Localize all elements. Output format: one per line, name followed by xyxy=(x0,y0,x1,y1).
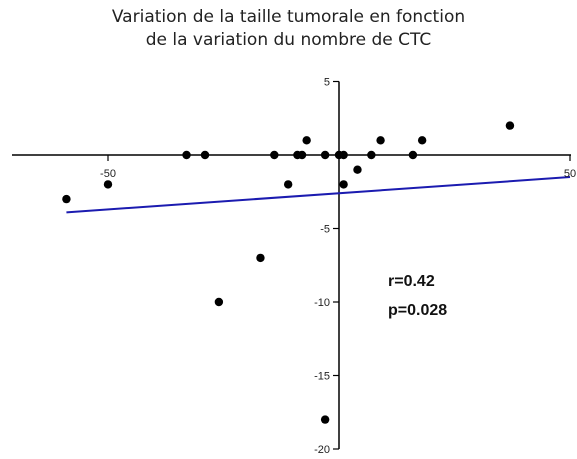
x-tick-label: 50 xyxy=(564,168,576,180)
y-tick-label: -15 xyxy=(314,371,330,383)
chart-title: Variation de la taille tumorale en fonct… xyxy=(0,6,577,52)
data-point xyxy=(376,136,385,145)
regression-line-group xyxy=(66,176,571,214)
data-point xyxy=(339,150,348,160)
regression-line xyxy=(66,176,571,214)
data-point xyxy=(302,136,311,145)
data-point xyxy=(103,180,113,189)
data-point xyxy=(182,150,191,160)
data-point xyxy=(353,165,362,174)
tick-labels: -50 50 5 -5 -10 -15 -20 xyxy=(100,77,576,457)
y-tick-label: 5 xyxy=(324,77,330,89)
data-point xyxy=(270,150,279,160)
y-tick-label: -20 xyxy=(314,444,330,456)
chart-title-line-2: de la variation du nombre de CTC xyxy=(145,30,432,50)
data-point xyxy=(214,297,224,307)
data-point xyxy=(256,253,265,263)
data-point xyxy=(417,136,427,145)
data-point xyxy=(339,180,348,189)
chart-title-line-1: Variation de la taille tumorale en fonct… xyxy=(111,7,466,27)
stat-r-label: r=0.42 xyxy=(388,273,435,290)
x-tick-label: -50 xyxy=(100,168,116,180)
data-point xyxy=(505,121,515,130)
data-point xyxy=(320,150,330,160)
data-point xyxy=(408,150,418,160)
data-point xyxy=(367,150,376,160)
y-tick-label: -5 xyxy=(320,224,330,236)
axes xyxy=(12,80,571,450)
data-point xyxy=(62,194,71,204)
data-point xyxy=(200,150,210,160)
data-points xyxy=(62,121,515,424)
data-point xyxy=(297,150,307,160)
data-point xyxy=(283,180,293,189)
y-tick-label: -10 xyxy=(314,297,330,309)
data-point xyxy=(320,415,330,424)
stat-p-label: p=0.028 xyxy=(388,302,447,319)
